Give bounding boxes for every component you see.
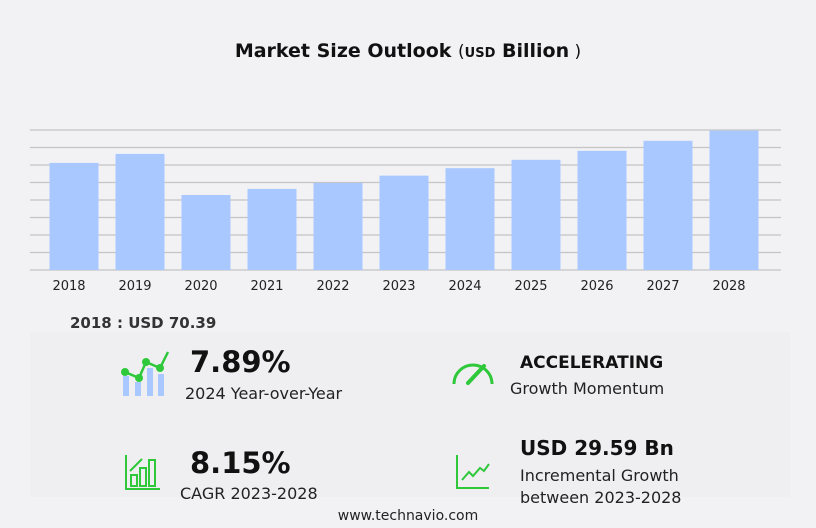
base-year-value: 2018 : USD 70.39 [70,314,217,332]
bar-2028 [709,130,759,270]
cagr-icon [125,455,160,490]
bar-2019 [115,153,165,270]
footer-link[interactable]: www.technavio.com [337,508,479,524]
trend-up-icon [456,455,490,489]
x-tick-label: 2027 [646,279,679,294]
unit-prefix: USD [464,46,496,61]
momentum-value: ACCELERATING [520,353,664,373]
unit-text: Billion [502,40,570,62]
chart-title: Market Size Outlook (USD Billion ) [234,40,582,62]
incremental-label-1: Incremental Growth [520,466,679,485]
bar-2021 [247,188,297,270]
x-tick-label: 2022 [316,279,349,294]
bar-2024 [445,168,495,270]
cagr-value: 8.15% [190,446,291,480]
cagr-label: CAGR 2023-2028 [180,484,318,503]
speedometer-icon [452,363,494,385]
bar-2026 [577,150,627,270]
x-tick-label: 2021 [250,279,283,294]
yoy-value: 7.89% [190,345,291,379]
bar-2023 [379,175,429,270]
title-text: Market Size Outlook [234,40,452,62]
incremental-value: USD 29.59 Bn [520,436,674,460]
bar-2022 [313,182,363,270]
yoy-label: 2024 Year-over-Year [185,384,343,403]
x-tick-label: 2024 [448,279,481,294]
x-tick-label: 2020 [184,279,217,294]
bar-2018 [49,162,99,270]
x-tick-label: 2019 [118,279,151,294]
bar-2025 [511,159,561,270]
x-tick-label: 2028 [712,279,745,294]
stats-panel [30,332,790,497]
x-tick-label: 2018 [52,279,85,294]
momentum-label: Growth Momentum [510,379,665,398]
x-tick-label: 2026 [580,279,613,294]
x-tick-label: 2025 [514,279,547,294]
bar-2020 [181,194,231,270]
incremental-label-2: between 2023-2028 [520,488,682,507]
bar-2027 [643,140,693,270]
bar-chart: 2018 2019 2020 2021 2022 2023 2024 2025 2026 2027… [30,129,781,294]
growth-chart-icon [121,351,170,396]
x-tick-label: 2023 [382,279,415,294]
